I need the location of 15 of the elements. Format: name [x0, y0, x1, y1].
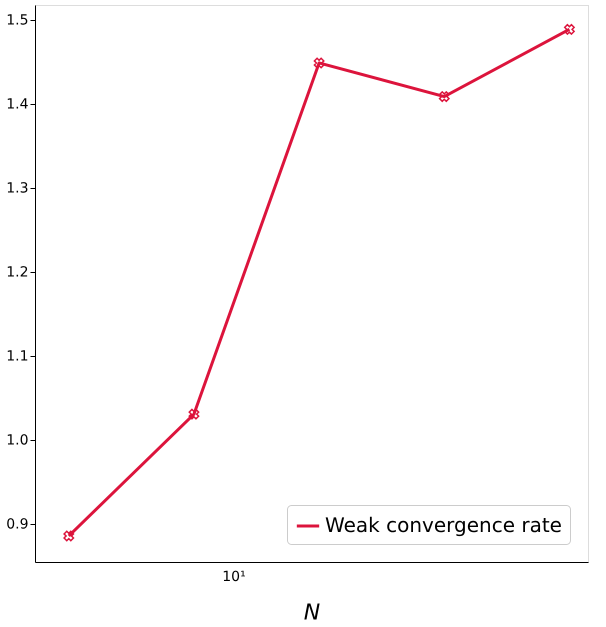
- y-tick-label: 0.9: [6, 516, 28, 533]
- point: [564, 24, 575, 35]
- legend-label: Weak convergence rate: [325, 513, 562, 537]
- y-tick-label: 1.2: [6, 264, 28, 281]
- text: 10¹: [222, 569, 246, 585]
- y-tick-label: 1.1: [6, 348, 28, 365]
- y-tick-label: 1.3: [6, 180, 28, 197]
- x-axis-title: N: [304, 600, 320, 626]
- point: [314, 58, 325, 68]
- y-tick-label: 1.4: [6, 96, 29, 113]
- point: [63, 530, 74, 542]
- y-tick-label: 1.5: [6, 12, 28, 29]
- point: [438, 91, 450, 102]
- y-tick-label: 1.0: [6, 432, 28, 449]
- point: [188, 408, 200, 420]
